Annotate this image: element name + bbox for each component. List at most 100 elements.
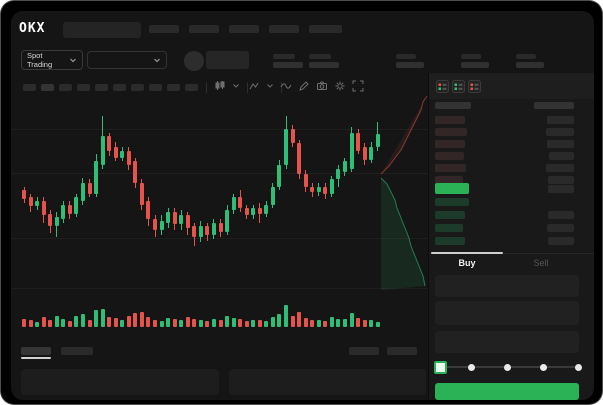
candle-body <box>153 219 157 230</box>
snapshot-icon[interactable] <box>315 79 329 93</box>
chevron-down-icon[interactable] <box>229 79 243 93</box>
last-price-badge[interactable] <box>435 183 469 194</box>
bid-row-price[interactable] <box>435 198 469 206</box>
ask-row-price[interactable] <box>435 152 464 160</box>
interval-button[interactable] <box>41 84 54 91</box>
search-input[interactable] <box>63 22 141 38</box>
okx-logo[interactable]: OKX <box>19 21 46 36</box>
volume-bar <box>139 311 144 327</box>
candle-body <box>120 150 125 158</box>
candle-body <box>80 183 85 201</box>
bottom-panel <box>229 369 426 395</box>
ask-row-price[interactable] <box>435 128 467 136</box>
indicators-icon[interactable] <box>247 79 261 93</box>
fullscreen-icon[interactable] <box>351 79 365 93</box>
slider-dot[interactable] <box>467 363 475 371</box>
interval-button[interactable] <box>149 84 162 91</box>
interval-button[interactable] <box>185 84 198 91</box>
candlestick-chart[interactable] <box>11 11 428 400</box>
bottom-action[interactable] <box>349 347 379 355</box>
candle-body <box>205 226 210 236</box>
bid-row-amount[interactable] <box>547 224 574 232</box>
volume-bar <box>67 321 72 327</box>
bid-row-price[interactable] <box>435 237 465 245</box>
volume-bar <box>270 316 275 327</box>
candle-body <box>225 210 230 232</box>
settings-icon[interactable] <box>333 79 347 93</box>
total-field[interactable] <box>435 331 579 353</box>
nav-item[interactable] <box>229 25 259 33</box>
ask-row-amount[interactable] <box>546 128 574 136</box>
line-type-icon[interactable] <box>279 79 293 93</box>
ask-row-amount[interactable] <box>548 176 574 184</box>
slider-handle[interactable] <box>433 360 447 374</box>
bid-row-price[interactable] <box>435 211 465 219</box>
ask-row-price[interactable] <box>435 176 463 184</box>
volume-bar <box>349 313 354 327</box>
book-sell-icon[interactable] <box>468 80 481 93</box>
volume-bar <box>172 319 177 327</box>
tabs-divider <box>429 253 594 254</box>
interval-button[interactable] <box>59 84 72 91</box>
ask-row-price[interactable] <box>435 140 465 148</box>
volume-bar <box>264 320 269 327</box>
bottom-panel <box>21 369 219 395</box>
slider-dot[interactable] <box>503 363 511 371</box>
interval-button[interactable] <box>77 84 90 91</box>
tab-sell[interactable]: Sell <box>533 258 549 268</box>
bottom-tab[interactable] <box>21 347 51 355</box>
candle-body <box>349 132 354 169</box>
candle-body <box>284 129 288 165</box>
bottom-action[interactable] <box>387 347 417 355</box>
price-field[interactable] <box>435 275 579 297</box>
volume-bar <box>356 318 361 327</box>
pair-selector[interactable] <box>87 51 167 69</box>
candle-body <box>329 179 334 194</box>
bid-row-amount[interactable] <box>548 237 574 245</box>
nav-item[interactable] <box>189 25 219 33</box>
nav-item[interactable] <box>269 25 299 33</box>
draw-icon[interactable] <box>297 79 311 93</box>
candle-body <box>375 134 380 147</box>
ask-row-amount[interactable] <box>549 152 574 160</box>
interval-button[interactable] <box>95 84 108 91</box>
interval-button[interactable] <box>113 84 126 91</box>
candle-body <box>257 208 262 214</box>
bid-row-price[interactable] <box>435 224 463 232</box>
market-type-selector[interactable]: Spot Trading <box>21 50 83 70</box>
amount-field[interactable] <box>435 301 579 325</box>
candle-body <box>211 222 216 236</box>
volume-bar <box>133 313 138 327</box>
volume-bar <box>329 317 334 327</box>
ask-row-price[interactable] <box>435 116 465 124</box>
volume-bar <box>310 320 315 327</box>
depth-chart <box>381 96 428 290</box>
candle-body <box>87 183 92 194</box>
slider-dot[interactable] <box>574 363 582 371</box>
volume-bar <box>277 314 282 327</box>
nav-item[interactable] <box>149 25 179 33</box>
ask-row-amount[interactable] <box>547 140 574 148</box>
depth-asks-area <box>381 96 427 174</box>
candle-body <box>67 204 72 214</box>
ask-row-amount[interactable] <box>546 164 574 172</box>
tab-buy[interactable]: Buy <box>458 258 476 268</box>
candles-icon[interactable] <box>213 79 227 93</box>
slider-dot[interactable] <box>539 363 547 371</box>
interval-button[interactable] <box>167 84 180 91</box>
bottom-tab[interactable] <box>61 347 93 355</box>
volume-bar <box>375 321 380 327</box>
ask-row-price[interactable] <box>435 164 466 172</box>
candle-body <box>244 208 249 216</box>
buy-submit-button[interactable] <box>435 383 579 400</box>
nav-item[interactable] <box>309 25 342 33</box>
interval-button[interactable] <box>131 84 144 91</box>
candle-body <box>185 215 190 228</box>
candle-body <box>166 211 171 223</box>
chevron-down-icon[interactable] <box>263 79 277 93</box>
book-buy-icon[interactable] <box>452 80 465 93</box>
interval-button[interactable] <box>23 84 36 91</box>
book-both-icon[interactable] <box>436 80 449 93</box>
bid-row-amount[interactable] <box>548 211 574 219</box>
ask-row-amount[interactable] <box>547 116 574 124</box>
